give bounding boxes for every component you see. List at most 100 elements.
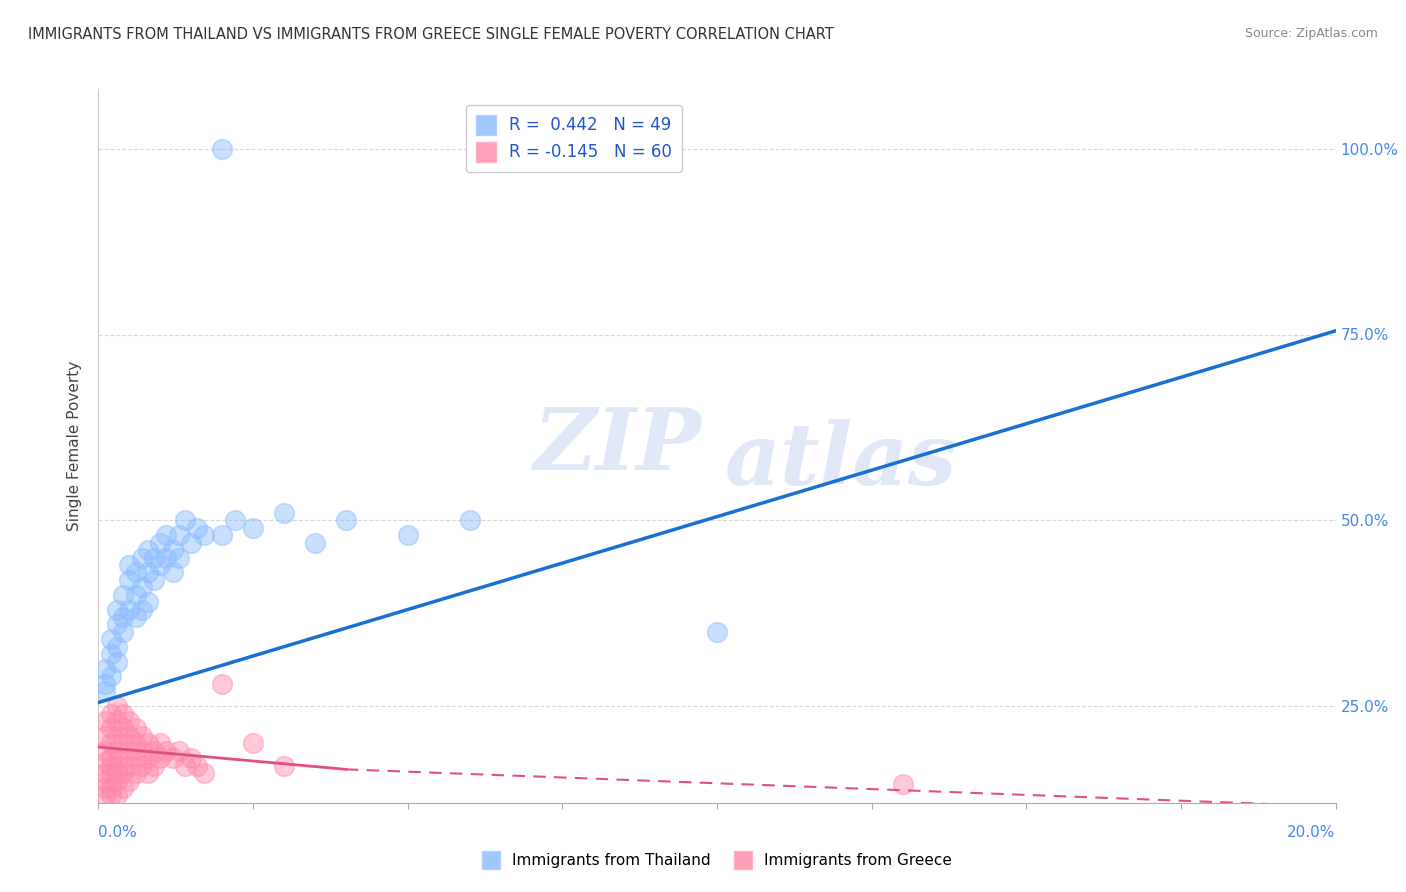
Point (105, 617, 128, 632)
Point (118, 573, 141, 587)
Point (124, 610, 146, 624)
Point (118, 714, 141, 728)
Point (105, 758, 128, 772)
Point (93, 755, 115, 769)
Text: atlas: atlas (724, 418, 957, 502)
Point (149, 535, 172, 549)
Point (105, 699, 128, 714)
Point (224, 513, 246, 527)
Point (100, 751, 122, 765)
Text: ZIP: ZIP (534, 404, 702, 488)
Point (118, 758, 141, 772)
Point (149, 558, 172, 572)
Point (149, 751, 172, 765)
Point (105, 729, 128, 743)
Point (93, 766, 115, 780)
Point (93, 789, 115, 803)
Point (174, 758, 197, 772)
Point (136, 751, 159, 765)
Point (396, 528, 419, 542)
Point (143, 758, 166, 772)
Point (180, 751, 202, 765)
Point (105, 655, 128, 669)
Point (105, 744, 128, 758)
Point (335, 513, 357, 527)
Point (186, 758, 208, 772)
Point (118, 773, 141, 788)
Point (131, 744, 153, 758)
Legend: Immigrants from Thailand, Immigrants from Greece: Immigrants from Thailand, Immigrants fro… (475, 845, 959, 875)
Point (118, 602, 141, 616)
Point (273, 506, 295, 520)
Text: Source: ZipAtlas.com: Source: ZipAtlas.com (1244, 27, 1378, 40)
Point (186, 521, 208, 535)
Point (93, 780, 115, 795)
Point (93, 662, 115, 676)
Point (112, 766, 135, 780)
Point (155, 550, 177, 565)
Point (136, 736, 159, 750)
Point (155, 744, 177, 758)
Point (118, 729, 141, 743)
Point (167, 550, 190, 565)
Point (100, 780, 122, 795)
Point (93, 714, 115, 728)
Point (100, 669, 122, 683)
Point (118, 558, 141, 572)
Point (100, 632, 122, 647)
Point (167, 528, 190, 542)
Text: 20.0%: 20.0% (1288, 825, 1336, 840)
Point (124, 766, 146, 780)
Point (93, 684, 115, 698)
Point (105, 773, 128, 788)
Point (242, 521, 264, 535)
Point (131, 602, 153, 616)
Point (143, 550, 166, 565)
Point (105, 640, 128, 654)
Point (143, 744, 166, 758)
Point (100, 736, 122, 750)
Point (124, 588, 146, 602)
Point (112, 706, 135, 721)
Point (100, 758, 122, 772)
Text: 0.0%: 0.0% (98, 825, 138, 840)
Point (100, 766, 122, 780)
Point (124, 736, 146, 750)
Point (211, 528, 233, 542)
Point (112, 780, 135, 795)
Point (93, 744, 115, 758)
Point (273, 758, 295, 772)
Point (211, 677, 233, 691)
Point (93, 729, 115, 743)
Point (211, 142, 233, 156)
Point (180, 535, 202, 549)
Point (112, 722, 135, 736)
Point (131, 550, 153, 565)
Point (124, 751, 146, 765)
Y-axis label: Single Female Poverty: Single Female Poverty (67, 361, 83, 531)
Point (105, 714, 128, 728)
Point (93, 677, 115, 691)
Point (162, 751, 184, 765)
Point (112, 624, 135, 639)
Point (100, 706, 122, 721)
Point (100, 789, 122, 803)
Point (174, 513, 197, 527)
Point (118, 744, 141, 758)
Point (100, 647, 122, 661)
Point (131, 758, 153, 772)
Point (112, 588, 135, 602)
Point (136, 595, 159, 609)
Point (100, 722, 122, 736)
Point (162, 566, 184, 580)
Point (93, 773, 115, 788)
Point (136, 566, 159, 580)
Point (112, 610, 135, 624)
Point (167, 744, 190, 758)
Point (706, 624, 728, 639)
Text: IMMIGRANTS FROM THAILAND VS IMMIGRANTS FROM GREECE SINGLE FEMALE POVERTY CORRELA: IMMIGRANTS FROM THAILAND VS IMMIGRANTS F… (28, 27, 834, 42)
Point (458, 513, 481, 527)
Point (162, 543, 184, 558)
Point (193, 528, 215, 542)
Point (136, 543, 159, 558)
